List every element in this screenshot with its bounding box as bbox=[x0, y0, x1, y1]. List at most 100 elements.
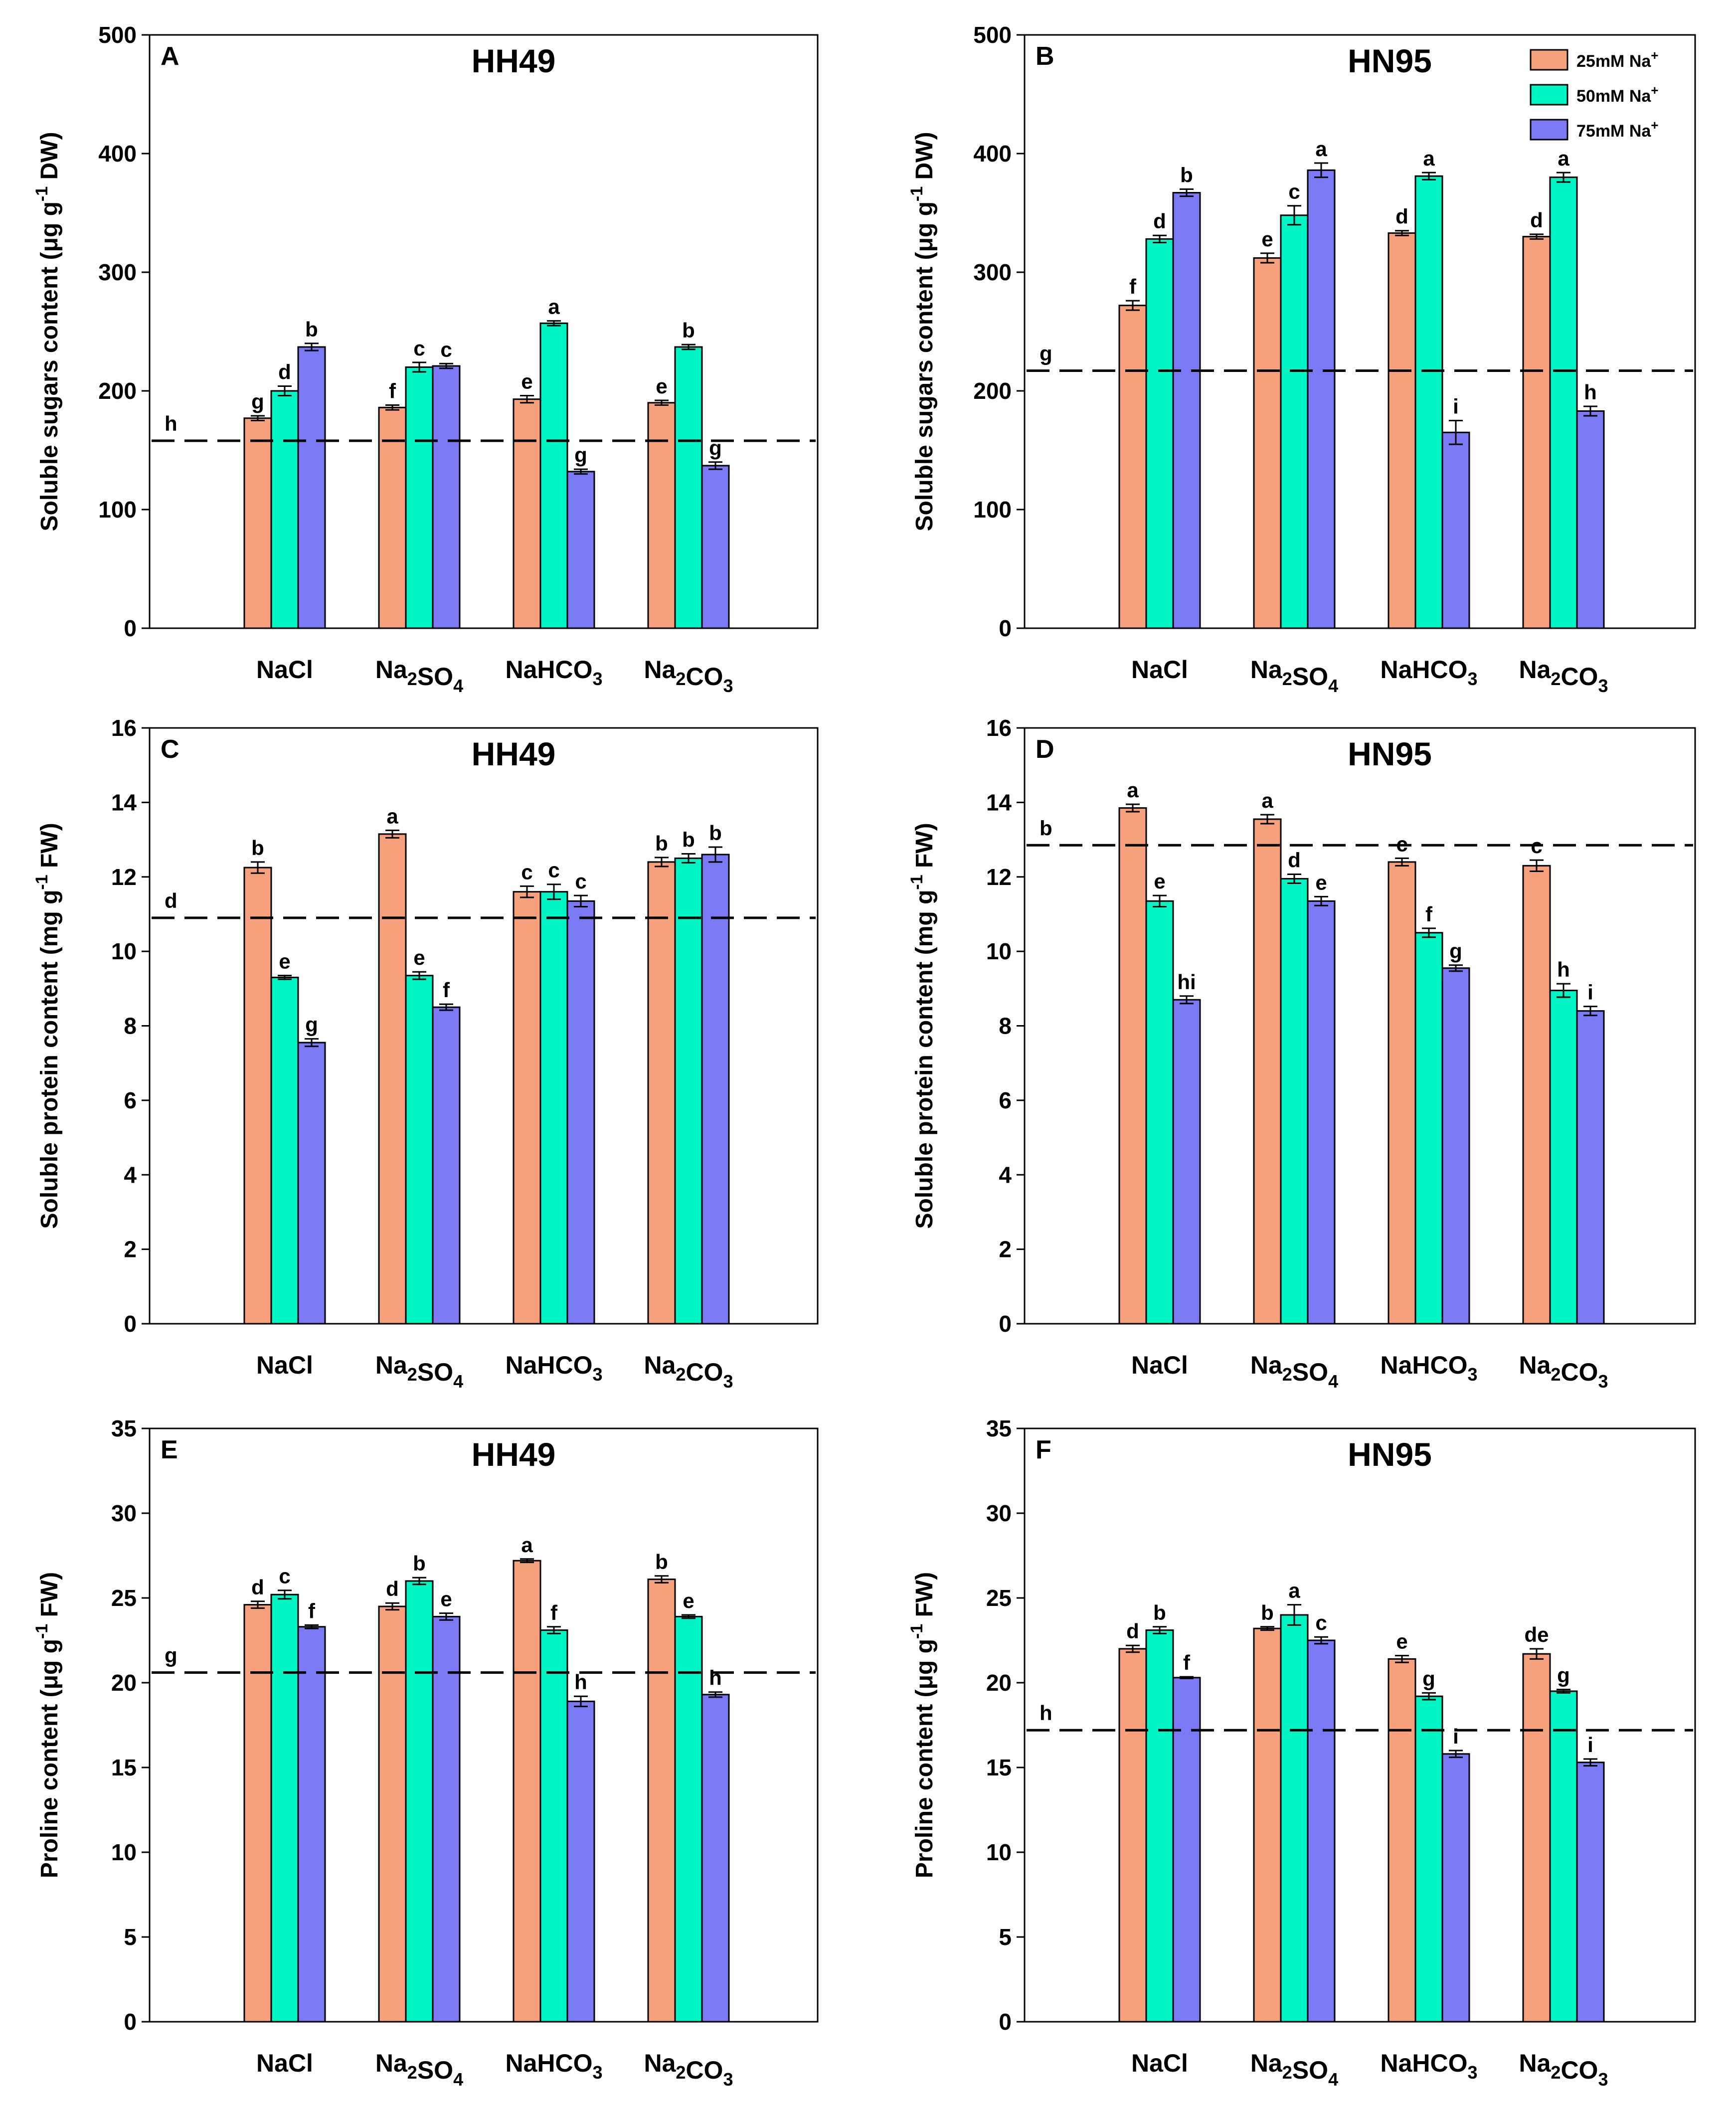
legend-label-main: 50mM Na bbox=[1576, 87, 1651, 106]
y-tick-label: 35 bbox=[111, 1415, 137, 1441]
subscript: 3 bbox=[593, 669, 603, 689]
legend-label-main: 25mM Na bbox=[1576, 52, 1651, 71]
bar-nacl-s2 bbox=[270, 976, 299, 1325]
bar-na2so4-s1 bbox=[1253, 1627, 1282, 2023]
y-tick-label: 16 bbox=[111, 715, 137, 741]
y-axis-label: Soluble sugars content (μg g-1 DW) bbox=[32, 132, 63, 531]
y-tick-label: 0 bbox=[999, 615, 1012, 641]
legend-label: 75mM Na+ bbox=[1576, 118, 1658, 141]
subscript: 3 bbox=[1468, 669, 1478, 689]
subscript: 2 bbox=[1551, 1364, 1561, 1385]
significance-letter: d bbox=[386, 1577, 399, 1600]
label-part: NaCl bbox=[256, 2049, 313, 2077]
subscript: 3 bbox=[593, 2062, 603, 2083]
significance-letter: f bbox=[308, 1599, 316, 1622]
significance-letter: e bbox=[440, 1587, 452, 1611]
bar-nacl-s1 bbox=[243, 417, 272, 629]
significance-letter: e bbox=[279, 950, 290, 973]
bar-na2so4-s1 bbox=[378, 1605, 407, 2023]
category-label: NaCl bbox=[256, 656, 313, 684]
y-axis-label-sup: -1 bbox=[907, 186, 926, 201]
significance-letter: b bbox=[305, 318, 318, 341]
label-part: Na bbox=[1519, 656, 1552, 684]
bar-na2co3-s2 bbox=[674, 346, 703, 629]
subscript: 3 bbox=[593, 1364, 603, 1385]
bar-nahco3-s2 bbox=[539, 322, 568, 629]
bar-nacl-s2 bbox=[1145, 1629, 1174, 2023]
category-label: NaHCO3 bbox=[505, 656, 602, 689]
subscript: 3 bbox=[1468, 1364, 1478, 1385]
label-part: CO bbox=[686, 663, 723, 691]
legend-swatch bbox=[1530, 119, 1568, 141]
category-label: Na2SO4 bbox=[1250, 1351, 1338, 1392]
panel-E: 0 5 10 15 20 25 30 35 Proline content (μg g-1 FW… bbox=[32, 1415, 819, 2090]
subscript: 4 bbox=[1328, 1371, 1338, 1392]
y-axis-label-sup: -1 bbox=[32, 186, 51, 201]
y-axis-label-tail: DW) bbox=[911, 132, 938, 186]
subscript: 2 bbox=[1282, 2062, 1292, 2083]
legend-swatch bbox=[1530, 84, 1568, 106]
label-part: NaCl bbox=[256, 656, 313, 684]
y-axis-label-main: Soluble protein content (mg g bbox=[36, 890, 63, 1229]
y-axis-label-main: Soluble sugars content (μg g bbox=[36, 201, 63, 531]
subscript: 3 bbox=[1598, 1371, 1608, 1392]
category-label: Na2CO3 bbox=[644, 1351, 733, 1392]
bar-na2so4-s3 bbox=[1307, 900, 1336, 1325]
significance-letter: f bbox=[1183, 1651, 1191, 1674]
panel-letter: E bbox=[161, 1435, 178, 1464]
significance-letter: a bbox=[1288, 1579, 1300, 1602]
label-part: NaHCO bbox=[1380, 2049, 1467, 2077]
significance-letter: c bbox=[279, 1565, 290, 1588]
bar-nacl-s3 bbox=[1172, 1677, 1201, 2023]
plot-frame bbox=[149, 34, 819, 629]
y-axis-label-sup: -1 bbox=[907, 875, 926, 889]
bar-nacl-s1 bbox=[243, 1604, 272, 2023]
bar-nacl-s3 bbox=[297, 1042, 326, 1325]
subscript: 2 bbox=[407, 669, 417, 689]
significance-letter: h bbox=[709, 1666, 722, 1690]
y-tick-label: 6 bbox=[124, 1087, 137, 1113]
significance-letter: a bbox=[386, 804, 398, 828]
label-part: NaHCO bbox=[505, 1351, 592, 1379]
category-label: Na2CO3 bbox=[1519, 1351, 1608, 1392]
subscript: 3 bbox=[723, 676, 733, 696]
y-axis-label-tail: FW) bbox=[36, 823, 63, 875]
bar-na2co3-s1 bbox=[647, 402, 676, 629]
y-tick-label: 10 bbox=[986, 938, 1012, 964]
bar-nahco3-s1 bbox=[1388, 861, 1416, 1325]
label-part: CO bbox=[1561, 2056, 1598, 2084]
y-tick-label: 15 bbox=[986, 1755, 1012, 1780]
significance-letter: b bbox=[709, 821, 722, 845]
y-tick-label: 25 bbox=[986, 1585, 1012, 1611]
bar-na2so4-s2 bbox=[1280, 878, 1309, 1325]
significance-letter: a bbox=[1315, 137, 1327, 161]
y-tick-label: 400 bbox=[973, 141, 1012, 167]
y-tick-label: 30 bbox=[986, 1500, 1012, 1526]
bar-nahco3-s1 bbox=[513, 398, 541, 629]
category-label: NaCl bbox=[256, 2049, 313, 2077]
subscript: 2 bbox=[1282, 669, 1292, 689]
legend: 25mM Na+50mM Na+75mM Na+ bbox=[1530, 48, 1658, 141]
subscript: 3 bbox=[1468, 2062, 1478, 2083]
y-tick-label: 0 bbox=[124, 2009, 137, 2035]
label-part: CO bbox=[1561, 663, 1598, 691]
significance-letter: e bbox=[656, 374, 667, 398]
bar-nahco3-s2 bbox=[1414, 1695, 1443, 2023]
control-letter: h bbox=[1040, 1701, 1052, 1725]
bar-nahco3-s3 bbox=[566, 900, 595, 1325]
y-tick-label: 500 bbox=[98, 22, 137, 48]
significance-letter: i bbox=[1587, 981, 1593, 1004]
label-part: Na bbox=[644, 2049, 677, 2077]
bar-na2co3-s3 bbox=[701, 854, 730, 1325]
bar-na2so4-s3 bbox=[432, 1615, 461, 2023]
significance-letter: e bbox=[683, 1589, 694, 1612]
panel-A: 0 100 200 300 400 500 Soluble sugars content (… bbox=[32, 22, 819, 696]
bar-nacl-s3 bbox=[1172, 999, 1201, 1325]
label-part: Na bbox=[644, 1351, 677, 1379]
bar-na2so4-s1 bbox=[1253, 818, 1282, 1325]
y-tick-label: 5 bbox=[124, 1924, 137, 1950]
subscript: 2 bbox=[407, 2062, 417, 2083]
y-tick-label: 4 bbox=[999, 1162, 1012, 1188]
category-label: NaCl bbox=[256, 1351, 313, 1379]
significance-letter: b bbox=[682, 828, 695, 851]
